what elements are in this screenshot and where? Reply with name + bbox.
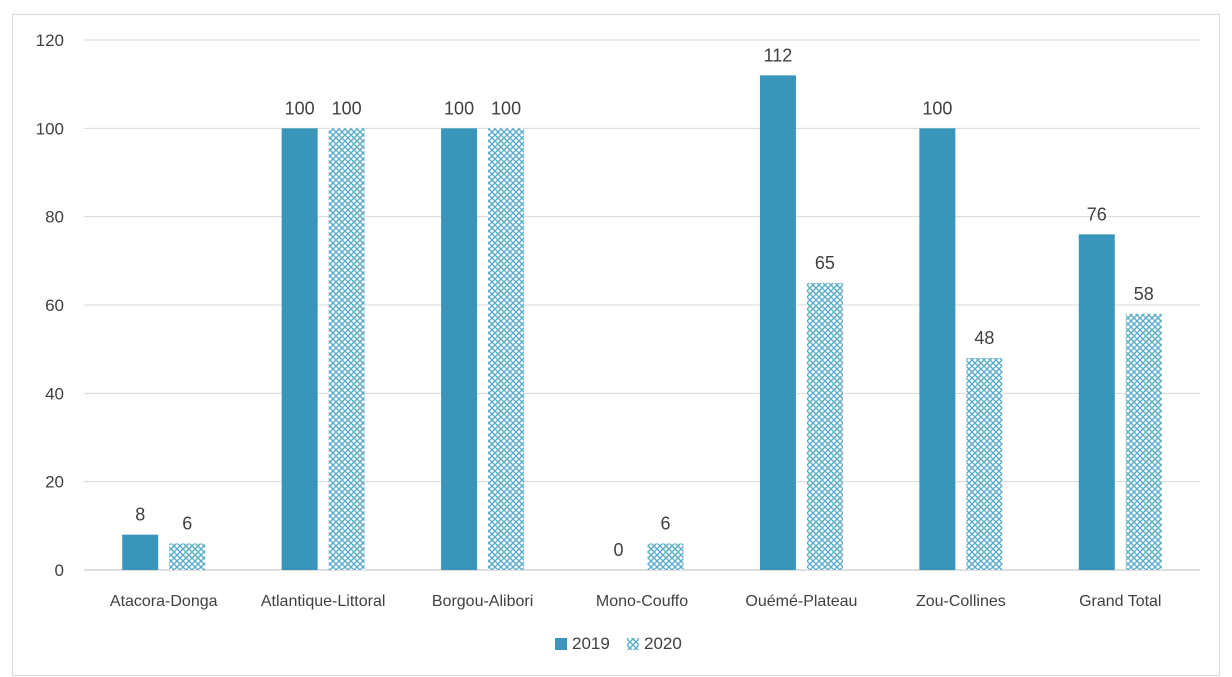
bar-2020 [488, 128, 525, 571]
data-label: 65 [815, 253, 835, 273]
bar-2019 [919, 128, 956, 571]
data-label: 76 [1087, 204, 1107, 224]
gridlines [84, 39, 1200, 571]
data-label: 100 [491, 98, 521, 118]
x-tick-label: Atacora-Donga [110, 593, 218, 610]
x-tick-label: Ouémé-Plateau [745, 593, 857, 610]
x-tick-label: Borgou-Alibori [432, 593, 533, 610]
x-tick-label: Atlantique-Littoral [261, 593, 386, 610]
bar-2020 [169, 543, 206, 570]
data-label: 112 [764, 45, 793, 65]
legend-label: 2020 [644, 634, 682, 653]
x-tick-label: Grand Total [1079, 593, 1161, 610]
x-tick-label: Mono-Couffo [596, 593, 688, 610]
y-tick-label: 100 [36, 119, 64, 138]
data-label: 100 [444, 98, 474, 118]
y-tick-label: 40 [45, 384, 64, 403]
data-label: 6 [182, 514, 192, 534]
legend-label: 2019 [572, 634, 610, 653]
legend-swatch-2019 [555, 638, 567, 650]
bar-2020 [806, 282, 843, 570]
data-label: 6 [660, 514, 670, 534]
bar-2019 [281, 128, 318, 571]
bar-2020 [328, 128, 365, 571]
bar-2019 [122, 534, 159, 570]
data-label: 48 [974, 328, 994, 348]
bar-2019 [759, 75, 796, 570]
data-label: 58 [1134, 284, 1154, 304]
legend-swatch-2020 [627, 638, 639, 650]
data-label: 100 [332, 98, 362, 118]
bar-2020 [966, 358, 1003, 570]
y-tick-label: 120 [36, 31, 64, 50]
data-label: 0 [613, 540, 623, 560]
chart-frame [12, 14, 1220, 676]
bars [122, 75, 1162, 571]
y-tick-label: 20 [45, 473, 64, 492]
legend: 2019 2020 [555, 634, 682, 653]
y-tick-label: 80 [45, 208, 64, 227]
y-tick-label: 60 [45, 296, 64, 315]
data-label: 100 [285, 98, 315, 118]
y-tick-label: 0 [55, 561, 64, 580]
bar-2019 [441, 128, 478, 571]
bar-2019 [1078, 234, 1115, 571]
data-labels: 8 6 100 100 100 100 0 6 112 65 100 48 76 58 [135, 45, 1154, 560]
data-label: 100 [922, 98, 952, 118]
data-label: 8 [135, 505, 145, 525]
bar-2020 [1125, 313, 1162, 570]
bar-2020 [647, 543, 684, 570]
x-tick-label: Zou-Collines [916, 593, 1006, 610]
